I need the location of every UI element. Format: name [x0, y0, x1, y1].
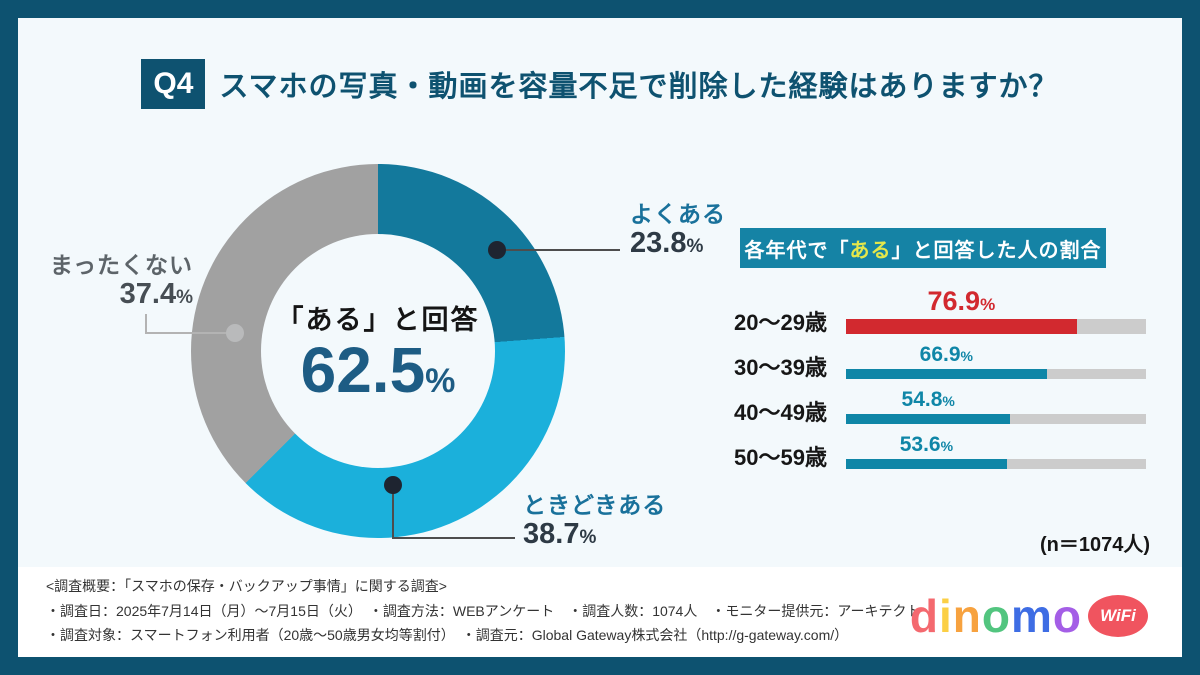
bar-unit: % [940, 438, 954, 454]
question-number-badge: Q4 [141, 59, 206, 109]
bar-number: 76.9 [927, 286, 981, 316]
sample-size-note: (n＝1074人) [1039, 534, 1150, 556]
logo-letter: d [909, 590, 939, 642]
logo-letter: i [938, 590, 953, 642]
footer: <調査概要：「スマホの保存・バックアップ事情」に関する調査> ・調査日：2025… [18, 567, 1182, 657]
bar-value: 53.6% [846, 433, 1007, 457]
bar-value: 76.9% [846, 286, 1077, 317]
survey-detail-line-1: ・調査日：2025年7月14日（月）〜7月15日（火） ・調査方法：WEBアンケ… [46, 602, 921, 619]
bar-col: 53.6% [846, 433, 1146, 469]
survey-notes: <調査概要：「スマホの保存・バックアップ事情」に関する調査> ・調査日：2025… [46, 574, 921, 648]
bar-col: 66.9% [846, 343, 1146, 379]
age-bar-chart: 20〜29歳 76.9% 30〜39歳 66.9% 40〜49歳 54.8% 5… [734, 286, 1152, 478]
header: Q4 スマホの写真・動画を容量不足で削除した経験はありますか？ [18, 58, 1182, 110]
bar-row-50s: 50〜59歳 53.6% [734, 433, 1152, 470]
banner-highlight: ある [849, 239, 892, 262]
bar-track [846, 369, 1146, 379]
bar-row-20s: 20〜29歳 76.9% [734, 286, 1152, 335]
bar-number: 66.9 [919, 343, 961, 366]
bar-fill [846, 319, 1077, 334]
banner-prefix: 各年代で「 [744, 239, 850, 262]
segment-unit: % [686, 236, 704, 258]
bar-value: 66.9% [846, 343, 1047, 367]
wifi-badge-icon: WiFi [1088, 595, 1148, 637]
donut-center-value: 62.5% [300, 333, 456, 406]
dinomo-wifi-logo: d i n o m o WiFi [910, 589, 1148, 643]
bar-track [846, 319, 1146, 334]
bar-fill [846, 414, 1011, 424]
segment-label: まったくない [49, 252, 193, 278]
logo-letter: n [952, 590, 982, 642]
donut-center-text: 「ある」と回答 62.5% [191, 164, 565, 538]
donut-center-label: 「ある」と回答 [276, 304, 480, 335]
segment-value: 23.8% [630, 227, 726, 260]
bar-label: 50〜59歳 [734, 445, 827, 470]
bar-label: 40〜49歳 [734, 400, 827, 425]
bar-track [846, 459, 1146, 469]
bar-unit: % [980, 295, 996, 314]
bar-fill [846, 459, 1007, 469]
segment-value: 37.4% [38, 278, 193, 311]
segment-label: ときどきある [523, 492, 667, 518]
segment-number: 38.7 [523, 518, 580, 551]
bar-track [846, 414, 1146, 424]
bar-value: 54.8% [846, 388, 1010, 412]
donut-center-number: 62.5 [300, 333, 426, 406]
segment-unit: % [176, 287, 193, 309]
segment-value: 38.7% [523, 518, 666, 551]
logo-wordmark: d i n o m o [910, 589, 1082, 643]
bar-col: 76.9% [846, 286, 1146, 334]
bar-unit: % [942, 393, 955, 409]
logo-letter: o [981, 590, 1011, 642]
segment-number: 37.4 [119, 278, 177, 311]
bar-number: 53.6 [899, 433, 941, 456]
bar-label: 30〜39歳 [734, 355, 827, 380]
segment-number: 23.8 [630, 227, 687, 260]
survey-detail-line-2: ・調査対象：スマートフォン利用者（20歳〜50歳男女均等割付） ・調査元：Glo… [46, 627, 849, 643]
bar-col: 54.8% [846, 388, 1146, 424]
bar-chart-title-banner: 各年代で「 ある 」と回答した人の割合 [740, 228, 1106, 268]
bar-row-30s: 30〜39歳 66.9% [734, 343, 1152, 380]
bar-label: 20〜29歳 [734, 310, 827, 335]
donut-chart: 「ある」と回答 62.5% [191, 164, 565, 538]
segment-label: よくある [630, 201, 726, 227]
banner-suffix: 」と回答した人の割合 [891, 239, 1102, 262]
bar-number: 54.8 [901, 388, 943, 411]
bar-row-40s: 40〜49歳 54.8% [734, 388, 1152, 425]
survey-overview-line: <調査概要：「スマホの保存・バックアップ事情」に関する調査> [46, 578, 447, 594]
logo-letter: o [1052, 590, 1082, 642]
segment-callout-mattakunai: まったくない 37.4% [38, 252, 193, 312]
segment-callout-yokuaru: よくある 23.8% [630, 201, 726, 261]
segment-unit: % [579, 527, 597, 549]
bar-unit: % [960, 348, 973, 364]
logo-letter: m [1010, 590, 1053, 642]
bar-fill [846, 369, 1047, 379]
infographic-canvas: Q4 スマホの写真・動画を容量不足で削除した経験はありますか？ 「ある」と回答 … [18, 18, 1182, 657]
page-title: スマホの写真・動画を容量不足で削除した経験はありますか？ [219, 71, 1059, 103]
donut-center-unit: % [425, 361, 456, 400]
segment-callout-tokidoki: ときどきある 38.7% [523, 492, 666, 552]
